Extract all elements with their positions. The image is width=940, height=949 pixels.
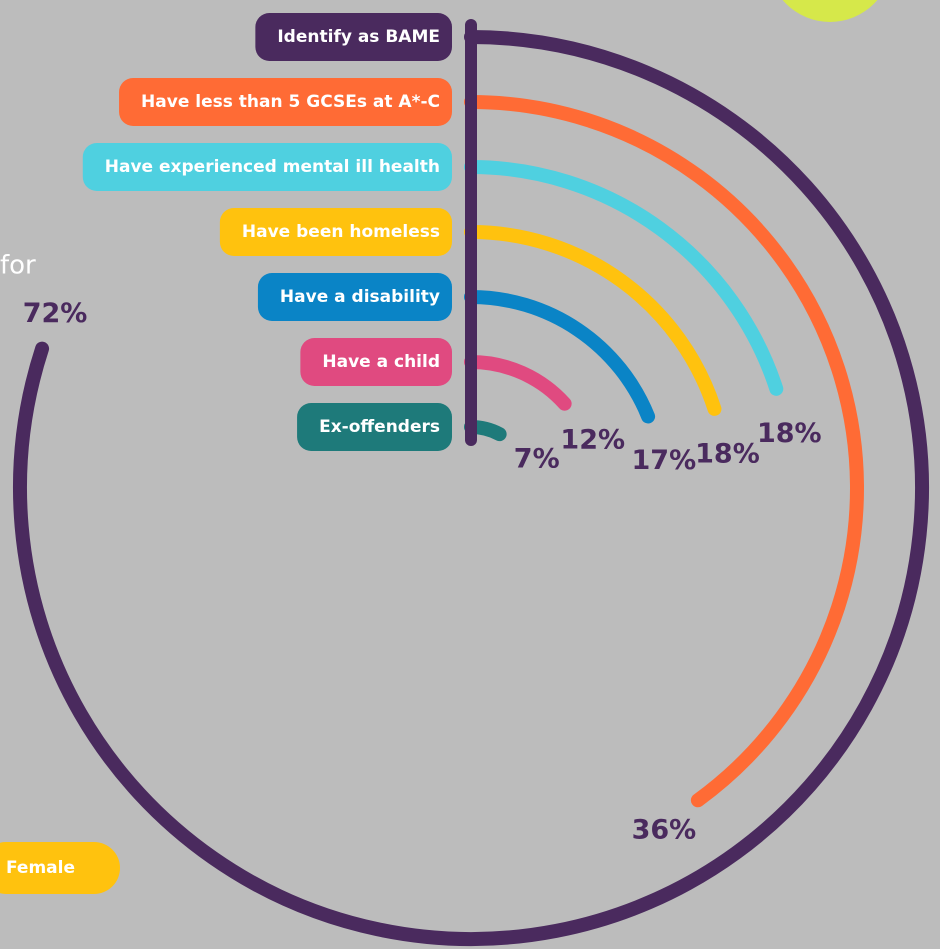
value-label: 18% [757, 418, 822, 449]
radial-bar [13, 30, 929, 946]
value-label: 7% [514, 443, 560, 474]
radial-bar [464, 160, 784, 396]
category-label: Ex-offenders [319, 417, 440, 437]
value-label: 17% [632, 445, 697, 476]
radial-bar [464, 95, 864, 808]
category-pill [297, 403, 452, 451]
value-label: 18% [695, 438, 760, 469]
value-label: 72% [23, 298, 88, 329]
category-label: Have experienced mental ill health [105, 157, 440, 177]
category-pill [219, 208, 452, 256]
category-pill [300, 338, 452, 386]
radial-bar [464, 355, 572, 411]
category-label: Have been homeless [242, 222, 440, 242]
category-pill [255, 13, 452, 61]
annotation-pill [0, 842, 120, 894]
decor-circle [782, 0, 878, 22]
category-label: Have a disability [280, 287, 440, 307]
category-pill [119, 78, 452, 126]
category-label: Have less than 5 GCSEs at A*-C [141, 92, 440, 112]
category-label: Identify as BAME [277, 27, 440, 47]
radial-bar [464, 225, 722, 416]
category-pill [257, 273, 452, 321]
category-pill [82, 143, 452, 191]
annotation: Female [6, 858, 75, 878]
radial-bar [464, 290, 656, 424]
value-label: 36% [632, 814, 697, 845]
value-label: 12% [560, 424, 625, 455]
category-label: Have a child [322, 352, 440, 372]
annotation: for [0, 251, 36, 281]
